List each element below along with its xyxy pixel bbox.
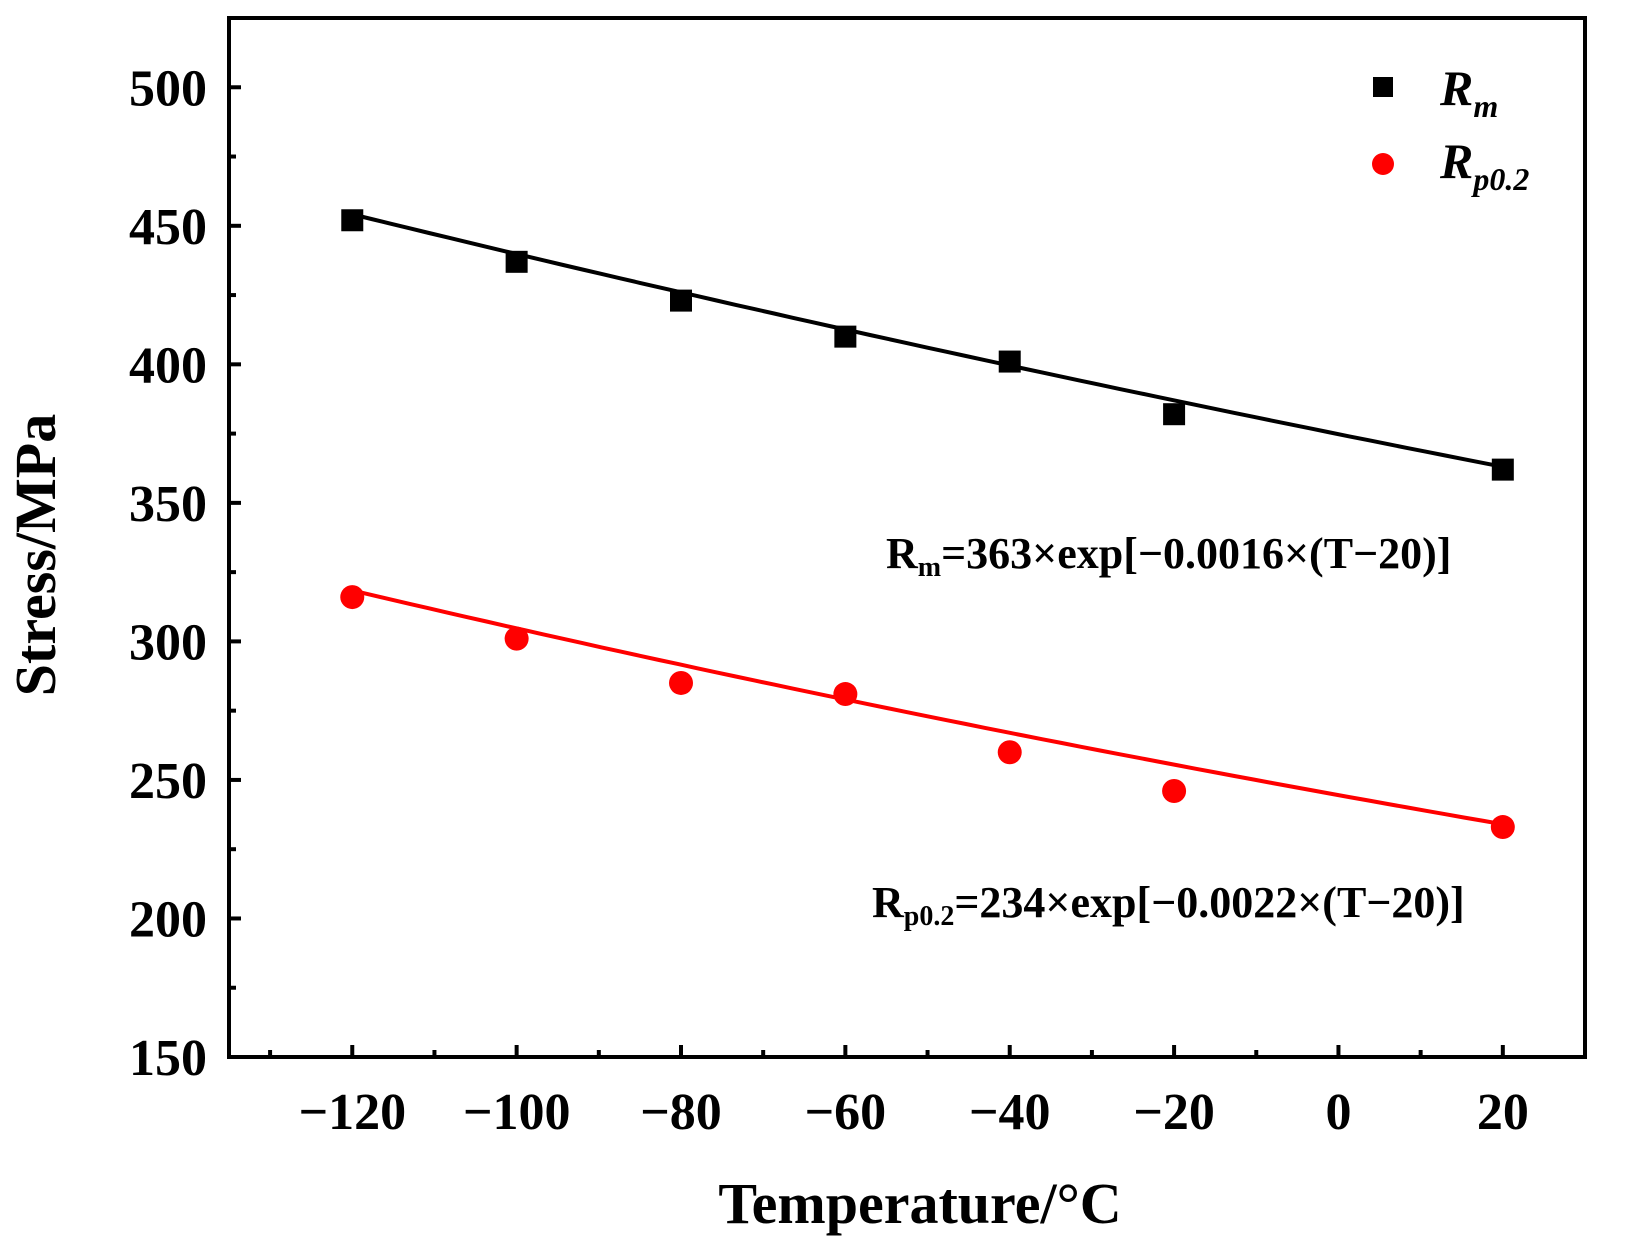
data-point-rp02 xyxy=(669,670,693,695)
y-tick-label: 250 xyxy=(129,753,207,810)
y-axis-title: Stress/MPa xyxy=(3,414,68,696)
equation-rp02-rest: =234×exp[−0.0022×(T−20)] xyxy=(954,878,1464,927)
fit-lines xyxy=(351,212,1504,827)
legend-marker-rm xyxy=(1373,77,1393,97)
labels: Temperature/°C Stress/MPa Rm Rp0.2 Rm=36… xyxy=(3,60,1529,1236)
x-tick-label: 0 xyxy=(1325,1084,1351,1141)
y-tick-label: 300 xyxy=(129,614,207,671)
data-point-rm xyxy=(1491,458,1514,481)
data-point-rp02 xyxy=(997,740,1022,765)
data-point-rp02 xyxy=(833,682,858,707)
data-point-rm xyxy=(1163,403,1186,426)
legend-label-rp02-sub: p0.2 xyxy=(1470,161,1529,197)
y-tick-label: 150 xyxy=(129,1030,207,1087)
legend-label-rm-sub: m xyxy=(1473,88,1498,124)
y-tick-label: 400 xyxy=(129,337,207,394)
equation-rm-rest: =363×exp[−0.0016×(T−20)] xyxy=(941,529,1451,578)
data-point-rp02 xyxy=(1162,779,1187,804)
data-point-rm xyxy=(998,350,1021,373)
x-axis-title: Temperature/°C xyxy=(718,1171,1121,1236)
legend-label-rp02: Rp0.2 xyxy=(1439,133,1529,197)
x-tick-label: 20 xyxy=(1477,1084,1529,1141)
equation-rp02-sub: p0.2 xyxy=(904,901,955,932)
x-tick-label: −80 xyxy=(640,1084,722,1141)
legend-label-rm-main: R xyxy=(1439,60,1473,116)
x-tick-label: −40 xyxy=(969,1084,1051,1141)
y-tick-label: 500 xyxy=(129,60,207,117)
equation-rp02-main: R xyxy=(872,878,905,927)
equation-rm-sub: m xyxy=(918,552,941,583)
y-tick-label: 450 xyxy=(129,199,207,256)
data-point-rp02 xyxy=(504,626,529,651)
fit-line-rp02 xyxy=(351,588,1504,827)
x-tick-label: −20 xyxy=(1133,1084,1215,1141)
x-tick-label: −60 xyxy=(805,1084,887,1141)
data-markers xyxy=(340,209,1515,840)
axes: −120 −100 −80 −60 −40 −20 0 20 150 200 250 300 350 40… xyxy=(129,16,1587,1141)
legend: Rm Rp0.2 xyxy=(1372,60,1529,197)
data-point-rm xyxy=(834,325,857,348)
y-tick-label: 350 xyxy=(129,476,207,533)
legend-marker-rp02 xyxy=(1372,153,1394,175)
plot-frame xyxy=(227,16,1587,1059)
data-point-rp02 xyxy=(1490,815,1515,840)
x-tick-label: −100 xyxy=(463,1084,571,1141)
data-point-rm xyxy=(505,250,528,273)
x-tick-label: −120 xyxy=(298,1084,406,1141)
data-point-rp02 xyxy=(340,585,365,610)
data-point-rm xyxy=(670,289,692,312)
fit-line-rm xyxy=(351,212,1504,469)
legend-label-rm: Rm xyxy=(1439,60,1498,124)
y-tick-label: 200 xyxy=(129,891,207,948)
equation-rm: Rm=363×exp[−0.0016×(T−20)] xyxy=(886,529,1451,583)
data-point-rm xyxy=(341,209,364,232)
equation-rp02: Rp0.2=234×exp[−0.0022×(T−20)] xyxy=(872,878,1465,932)
legend-label-rp02-main: R xyxy=(1439,133,1473,189)
equation-rm-main: R xyxy=(886,529,919,578)
